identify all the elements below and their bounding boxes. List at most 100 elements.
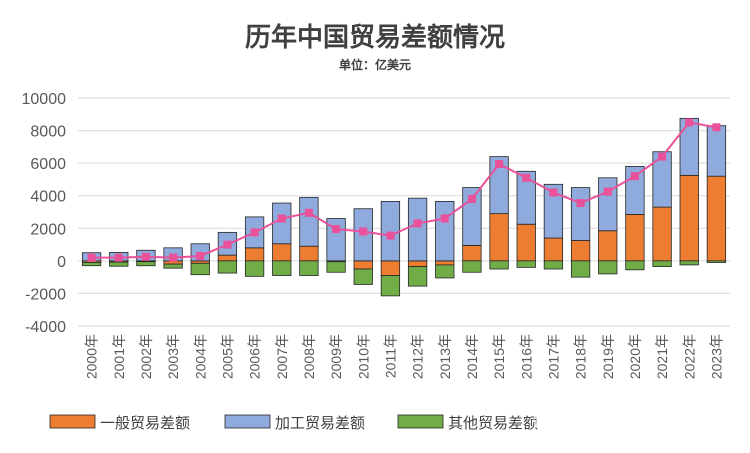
bar-segment — [407, 266, 428, 287]
bar-segment — [489, 260, 509, 270]
y-tick-label: 10000 — [22, 91, 67, 108]
x-tick-label: 2023年 — [708, 334, 724, 379]
bar-segment — [652, 151, 672, 208]
y-tick-label: 8000 — [30, 124, 66, 141]
legend-label: 加工贸易差额 — [275, 414, 365, 432]
bar-segment — [652, 206, 672, 262]
x-tick-label: 2019年 — [600, 334, 616, 379]
legend-swatch — [49, 414, 96, 429]
bar-segment — [679, 174, 699, 262]
stacked-bars — [81, 117, 727, 297]
bar-segment — [489, 213, 509, 262]
line-point — [223, 240, 232, 249]
line-point — [359, 227, 368, 236]
bar-segment — [407, 260, 428, 267]
bar-segment — [462, 260, 482, 273]
legend-label: 其他贸易差额 — [448, 414, 538, 432]
y-tick-label: 0 — [57, 254, 66, 271]
x-tick-label: 2017年 — [545, 334, 561, 379]
bar-segment — [570, 240, 591, 262]
bar-segment — [163, 263, 183, 269]
bar-segment — [272, 243, 292, 262]
line-point — [576, 199, 585, 208]
bar-segment — [244, 247, 265, 262]
bar-segment — [516, 170, 536, 225]
bar-segment — [217, 260, 238, 274]
legend-swatch — [224, 414, 271, 429]
bar-segment — [706, 260, 727, 263]
bar-segment — [353, 260, 373, 270]
bar-segment — [598, 230, 618, 262]
bar-segment — [625, 260, 645, 271]
bar-segment — [543, 183, 564, 239]
bar-segment — [190, 262, 210, 276]
bar-segment — [435, 201, 455, 262]
line-point — [467, 194, 476, 203]
bar-segment — [625, 214, 645, 262]
x-tick-label: 2008年 — [301, 334, 317, 379]
line-point — [685, 118, 694, 127]
line-point — [386, 231, 395, 240]
y-tick-label: 2000 — [30, 221, 66, 238]
line-point — [630, 172, 639, 181]
bar-segment — [326, 261, 346, 273]
y-tick-label: -4000 — [25, 319, 66, 336]
bar-segment — [81, 262, 102, 267]
y-tick-label: -2000 — [25, 286, 66, 303]
x-tick-label: 2021年 — [654, 334, 670, 379]
bar-segment — [217, 254, 238, 262]
x-tick-label: 2006年 — [247, 334, 263, 379]
bar-segment — [679, 117, 699, 176]
bar-segment — [353, 268, 373, 285]
bar-segment — [598, 177, 618, 232]
x-tick-label: 2004年 — [192, 334, 208, 379]
bar-segment — [244, 260, 265, 277]
x-tick-label: 2003年 — [165, 334, 181, 379]
line-point — [277, 214, 286, 223]
x-axis-ticks: 2000年 2001年 2002年 2003年 2004年 2005年 2006年 2007年… — [84, 334, 725, 379]
line-point — [413, 219, 422, 228]
legend-swatch — [397, 414, 444, 429]
bar-segment — [679, 260, 699, 266]
bar-segment — [435, 260, 455, 266]
bar-segment — [516, 260, 536, 268]
line-point — [658, 152, 667, 161]
x-tick-label: 2011年 — [382, 334, 398, 378]
x-tick-label: 2005年 — [219, 334, 235, 379]
bar-segment — [299, 245, 319, 262]
bar-segment — [380, 260, 401, 276]
x-tick-label: 2020年 — [627, 334, 643, 379]
x-tick-label: 2010年 — [355, 334, 371, 379]
line-point — [169, 253, 178, 262]
line-point — [87, 253, 96, 262]
watermark: 知乎 @ 贸易与政策研究员 — [532, 413, 730, 433]
x-tick-label: 2014年 — [464, 334, 480, 379]
line-point — [549, 188, 558, 197]
chart-subtitle: 单位：亿美元 — [339, 57, 411, 72]
x-tick-label: 2001年 — [111, 334, 127, 379]
y-tick-label: 4000 — [30, 189, 66, 206]
bar-segment — [652, 260, 672, 267]
bar-segment — [462, 244, 482, 262]
line-point — [250, 228, 259, 237]
bar-segment — [299, 260, 319, 276]
x-tick-label: 2000年 — [84, 334, 100, 379]
line-point — [141, 252, 150, 261]
x-tick-label: 2002年 — [138, 334, 154, 379]
x-tick-label: 2015年 — [491, 334, 507, 379]
bar-segment — [570, 187, 591, 241]
line-point — [304, 208, 313, 217]
line-path — [91, 121, 717, 259]
bar-segment — [543, 237, 564, 262]
bar-segment — [272, 260, 292, 276]
bar-segment — [109, 261, 129, 267]
bar-segment — [706, 125, 727, 177]
line-point — [440, 214, 449, 223]
bar-segment — [380, 275, 401, 297]
bar-segment — [598, 260, 618, 275]
x-tick-label: 2009年 — [328, 334, 344, 379]
gridlines — [78, 97, 730, 327]
bar-segment — [435, 264, 455, 279]
line-point — [522, 173, 531, 182]
y-tick-label: 6000 — [30, 156, 66, 173]
